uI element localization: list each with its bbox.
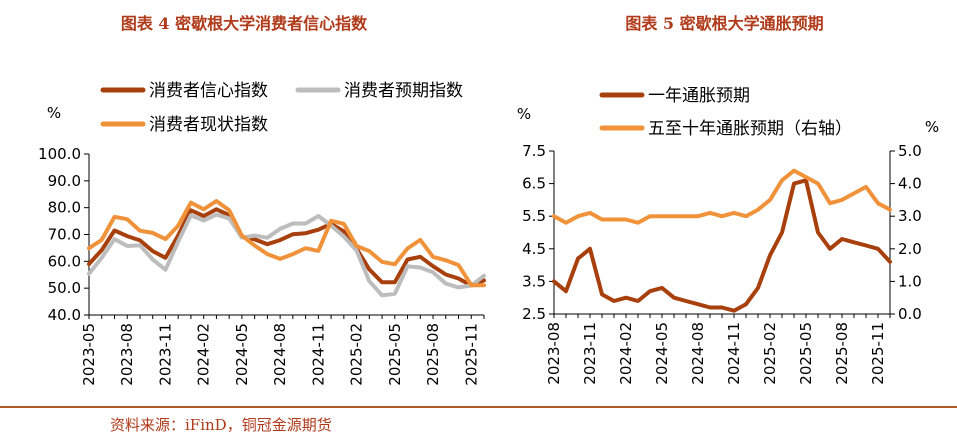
series-line-1 [87,212,486,298]
chart-plot: 2.5 3.5 4.5 5.5 6.5 7.5% 0.0 1.0 2.0 3.0 4.0 5.0% 20… [517,86,939,385]
x-tick-label: 2025-08 [424,323,442,386]
x-tick-label: 2025-11 [869,322,887,385]
footer-divider [0,406,957,408]
chart-title: 图表 4 密歇根大学消费者信心指数 [120,14,368,33]
source-note: 资料来源：iFinD，铜冠金源期货 [110,416,332,434]
x-tick-label: 2025-05 [797,322,815,385]
y-tick-label: 6.5 [522,175,546,193]
x-tick-label: 2024-11 [309,323,327,386]
x-tick-label: 2025-02 [348,323,366,386]
x-tick-label: 2023-08 [545,322,563,385]
y-tick-label: 40.0 [48,306,81,324]
x-tick-label: 2023-05 [80,323,98,386]
y2-axis-label: % [925,118,939,136]
y2-tick-label: 2.0 [898,240,922,258]
legend-label: 五至十年通胀预期（右轴） [648,119,852,139]
y-axis-label: % [517,105,531,123]
y2-tick-label: 3.0 [898,207,922,225]
x-tick-label: 2024-05 [653,322,671,385]
y2-tick-label: 5.0 [898,142,922,160]
y-tick-label: 60.0 [48,252,81,270]
x-tick-label: 2025-11 [462,323,480,386]
chart-title: 图表 5 密歇根大学通胀预期 [625,14,824,33]
y2-tick-label: 4.0 [898,175,922,193]
inflation-expectations-chart: 图表 5 密歇根大学通胀预期 2.5 3.5 4.5 5.5 6.5 7.5% 0.0 1.0… [492,0,957,405]
x-tick-label: 2024-08 [689,322,707,385]
x-tick-label: 2025-02 [761,322,779,385]
legend-label: 消费者信心指数 [149,81,268,101]
y-tick-label: 2.5 [522,305,546,323]
y-tick-label: 70.0 [48,226,81,244]
x-tick-label: 2024-05 [233,323,251,386]
y-tick-label: 3.5 [522,272,546,290]
y-tick-label: 5.5 [522,207,546,225]
y-tick-label: 80.0 [48,199,81,217]
y2-tick-label: 0.0 [898,305,922,323]
x-tick-label: 2024-02 [195,323,213,386]
y-tick-label: 50.0 [48,279,81,297]
y-tick-label: 7.5 [522,142,546,160]
legend-label: 消费者现状指数 [149,115,268,135]
y-tick-label: 100.0 [38,145,81,163]
series-line-2 [87,199,486,288]
x-tick-label: 2024-02 [617,322,635,385]
x-tick-label: 2025-05 [386,323,404,386]
x-tick-label: 2024-08 [271,323,289,386]
y-tick-label: 4.5 [522,240,546,258]
chart-plot: 40.0 50.0 60.0 70.0 80.0 90.0 100.0% 2023-05 202… [38,81,486,386]
legend-label: 消费者预期指数 [344,81,463,101]
legend-label: 一年通胀预期 [648,86,750,106]
series-line-0 [87,207,486,288]
x-tick-label: 2023-11 [156,323,174,386]
x-tick-label: 2023-08 [118,323,136,386]
x-tick-label: 2024-11 [725,322,743,385]
y2-tick-label: 1.0 [898,272,922,290]
x-tick-label: 2025-08 [833,322,851,385]
series-line-1 [552,168,892,225]
y-axis-label: % [47,104,61,122]
consumer-confidence-chart: 图表 4 密歇根大学消费者信心指数 40.0 50.0 60.0 70.0 80.0 90… [0,0,488,405]
series-line-0 [552,178,892,313]
y-tick-label: 90.0 [48,172,81,190]
x-tick-label: 2023-11 [581,322,599,385]
